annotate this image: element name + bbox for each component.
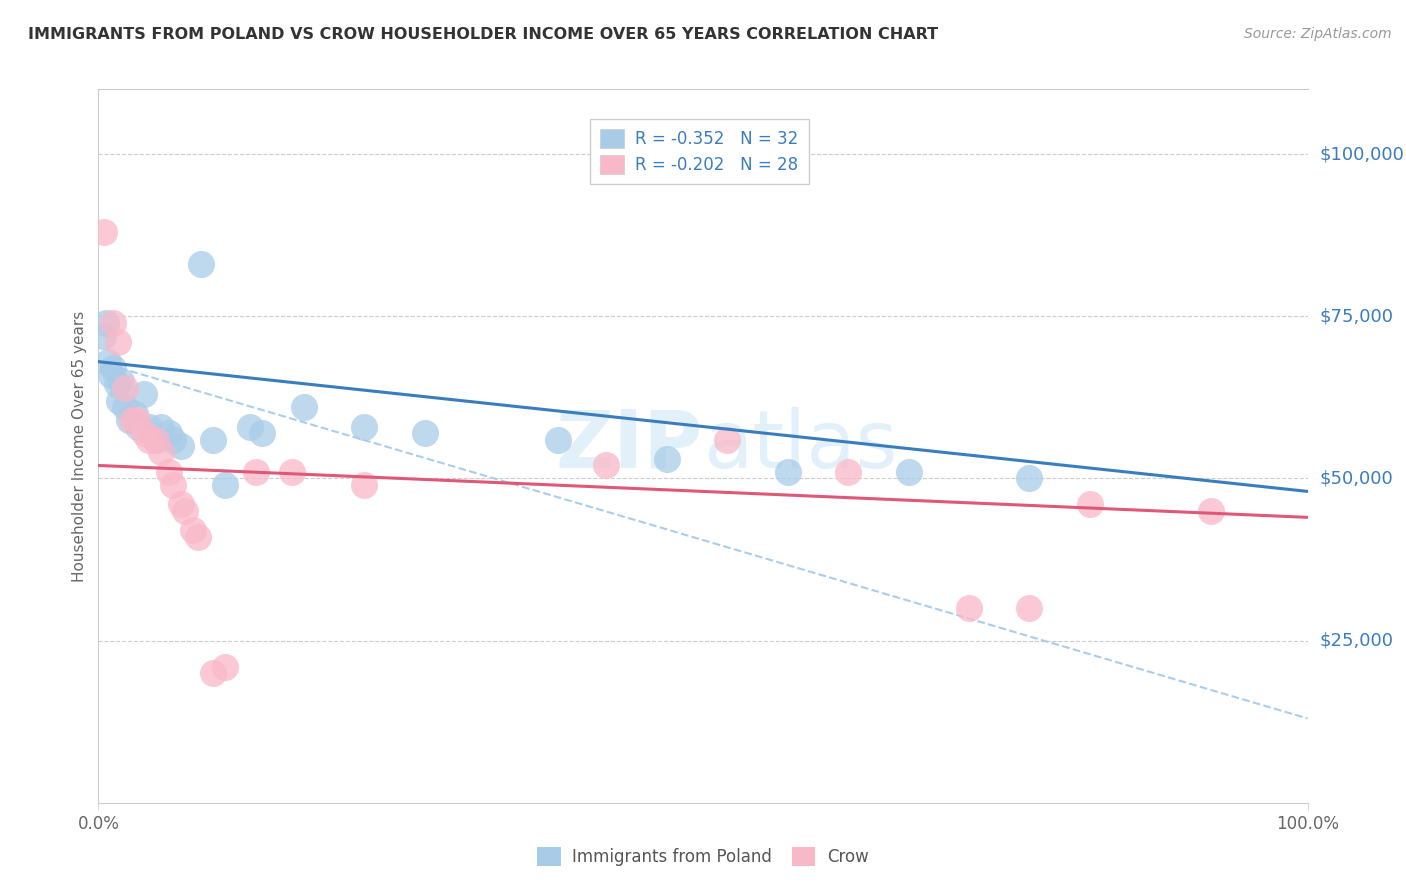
Point [157, 425, 180, 440]
Point [105, 377, 128, 392]
Text: $50,000: $50,000 [1320, 469, 1393, 487]
Point [150, 419, 173, 434]
Point [655, 452, 678, 467]
Point [93, 225, 115, 239]
Text: $75,000: $75,000 [1320, 307, 1393, 326]
Text: $100,000: $100,000 [1320, 145, 1405, 163]
Point [121, 413, 143, 427]
Point [187, 530, 209, 544]
Legend: Immigrants from Poland, Crow: Immigrants from Poland, Crow [530, 840, 876, 873]
Point [281, 465, 304, 479]
Point [101, 361, 124, 376]
Point [214, 478, 236, 492]
Point [134, 425, 156, 440]
Point [1018, 471, 1040, 485]
Text: $25,000: $25,000 [1320, 632, 1393, 649]
Text: atlas: atlas [703, 407, 897, 485]
Point [157, 465, 180, 479]
Point [108, 393, 131, 408]
Text: IMMIGRANTS FROM POLAND VS CROW HOUSEHOLDER INCOME OVER 65 YEARS CORRELATION CHAR: IMMIGRANTS FROM POLAND VS CROW HOUSEHOLD… [28, 27, 938, 42]
Point [214, 659, 236, 673]
Text: Source: ZipAtlas.com: Source: ZipAtlas.com [1244, 27, 1392, 41]
Point [174, 504, 197, 518]
Point [353, 419, 375, 434]
Point [292, 400, 315, 414]
Point [138, 419, 160, 434]
Point [162, 433, 184, 447]
Point [118, 413, 141, 427]
Text: ZIP: ZIP [555, 407, 703, 485]
Point [114, 381, 136, 395]
Point [145, 433, 167, 447]
Point [100, 368, 122, 382]
Point [110, 374, 132, 388]
Point [124, 407, 146, 421]
Point [101, 316, 124, 330]
Point [169, 497, 191, 511]
Point [202, 666, 225, 681]
Point [239, 419, 262, 434]
Point [245, 465, 267, 479]
Point [353, 478, 375, 492]
Point [413, 425, 436, 440]
Point [114, 400, 136, 414]
Point [91, 328, 114, 343]
Point [107, 335, 129, 350]
Point [97, 354, 120, 368]
Point [547, 433, 569, 447]
Point [837, 465, 859, 479]
Point [134, 387, 156, 401]
Point [202, 433, 225, 447]
Point [250, 425, 273, 440]
Point [957, 601, 980, 615]
Point [127, 413, 149, 427]
Point [127, 419, 149, 434]
Point [169, 439, 191, 453]
Point [776, 465, 799, 479]
Point [181, 524, 204, 538]
Point [1199, 504, 1222, 518]
Point [595, 458, 617, 473]
Point [1078, 497, 1101, 511]
Point [190, 257, 212, 271]
Point [897, 465, 920, 479]
Point [150, 445, 173, 459]
Point [162, 478, 184, 492]
Point [145, 433, 167, 447]
Y-axis label: Householder Income Over 65 years: Householder Income Over 65 years [72, 310, 87, 582]
Point [1018, 601, 1040, 615]
Point [138, 433, 160, 447]
Point [94, 316, 117, 330]
Point [716, 433, 738, 447]
